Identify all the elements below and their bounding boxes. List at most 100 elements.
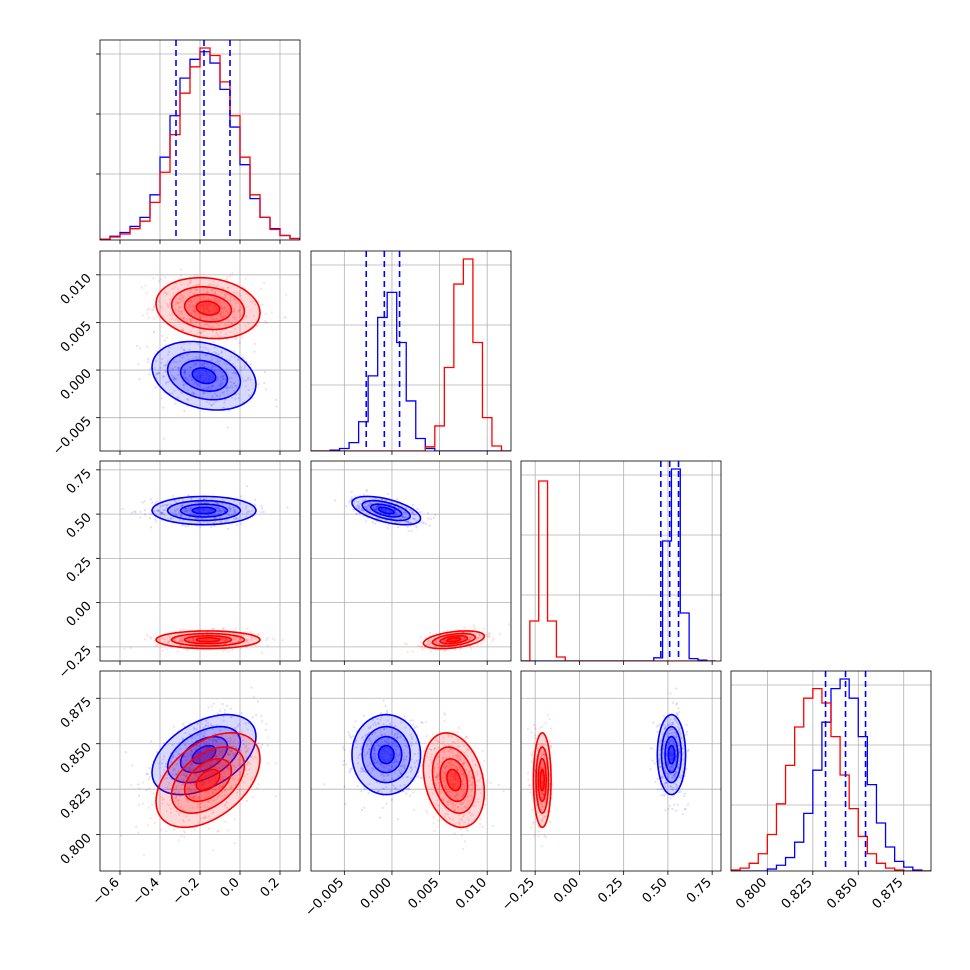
sample-point (482, 627, 486, 630)
sample-point (203, 365, 206, 368)
sample-point (221, 638, 224, 641)
sample-point (194, 794, 197, 797)
sample-point (249, 762, 252, 765)
sample-point (184, 509, 187, 512)
sample-point (179, 639, 182, 642)
sample-point (406, 775, 410, 779)
sample-point (654, 780, 657, 784)
sample-point (428, 776, 431, 779)
sample-point (676, 714, 679, 717)
sample-point (454, 774, 457, 777)
sample-point (220, 638, 224, 642)
sample-point (217, 829, 220, 832)
sample-point (248, 510, 251, 513)
sample-point (432, 516, 435, 520)
sample-point (675, 784, 678, 787)
sample-point (381, 787, 384, 791)
sample-point (540, 805, 543, 808)
sample-point (453, 808, 456, 811)
sample-point (189, 279, 192, 282)
sample-point (499, 632, 502, 635)
sample-point (201, 510, 204, 513)
sample-point (206, 323, 209, 326)
sample-point (659, 765, 662, 768)
sample-point (189, 507, 192, 510)
sample-point (148, 776, 151, 779)
sample-point (159, 512, 162, 515)
density-fill (665, 736, 678, 773)
sample-point (177, 777, 180, 780)
sample-point (166, 360, 169, 363)
sample-point (387, 760, 390, 763)
sample-point (243, 775, 246, 778)
sample-point (350, 496, 353, 499)
sample-point (192, 361, 195, 364)
sample-point (202, 310, 205, 313)
sample-point (214, 776, 217, 779)
sample-point (166, 773, 169, 776)
sample-point (667, 742, 670, 745)
sample-point (390, 777, 394, 780)
sample-point (425, 755, 428, 758)
sample-point (405, 516, 408, 519)
sample-point (162, 315, 165, 318)
sample-point (180, 504, 184, 507)
sample-point (204, 765, 207, 768)
sample-point (227, 386, 230, 389)
sample-point (677, 707, 680, 710)
sample-point (429, 641, 432, 644)
sample-point (666, 723, 670, 726)
sample-point (205, 304, 208, 307)
sample-point (213, 799, 216, 802)
sample-point (214, 739, 218, 742)
sample-point (243, 380, 246, 383)
sample-point (373, 747, 376, 750)
sample-point (379, 773, 383, 777)
sample-point (234, 511, 237, 514)
sample-point (429, 517, 433, 520)
sample-point (405, 758, 408, 761)
sample-point (204, 752, 207, 755)
sample-point (417, 773, 421, 777)
sample-point (219, 516, 222, 519)
sample-point (459, 828, 462, 831)
sample-point (180, 762, 183, 765)
sample-point (674, 755, 678, 758)
sample-point (221, 628, 225, 631)
sample-point (250, 300, 253, 303)
sample-point (178, 306, 181, 309)
sample-point (406, 520, 409, 524)
sample-point (256, 786, 259, 790)
sample-point (149, 513, 152, 516)
sample-point (219, 312, 222, 315)
sample-point (448, 818, 452, 821)
sample-point (123, 648, 126, 651)
sample-point (168, 298, 171, 301)
sample-point (224, 309, 228, 313)
sample-point (374, 724, 378, 727)
sample-point (233, 389, 236, 392)
sample-point (211, 283, 215, 286)
sample-point (211, 385, 214, 388)
sample-point (462, 793, 465, 796)
sample-point (467, 819, 470, 822)
sample-point (172, 788, 176, 791)
sample-point (177, 369, 181, 372)
sample-point (382, 779, 385, 782)
sample-point (215, 285, 218, 288)
sample-point (200, 767, 203, 770)
sample-point (462, 777, 465, 781)
sample-point (214, 516, 217, 519)
sample-point (360, 508, 363, 511)
sample-point (671, 742, 674, 745)
sample-point (229, 753, 232, 756)
sample-point (169, 369, 172, 372)
sample-point (420, 645, 423, 648)
sample-point (453, 648, 457, 651)
sample-point (189, 281, 192, 284)
sample-point (437, 766, 440, 769)
sample-point (223, 305, 226, 308)
sample-point (201, 785, 204, 788)
sample-point (171, 287, 174, 291)
sample-point (230, 785, 233, 788)
